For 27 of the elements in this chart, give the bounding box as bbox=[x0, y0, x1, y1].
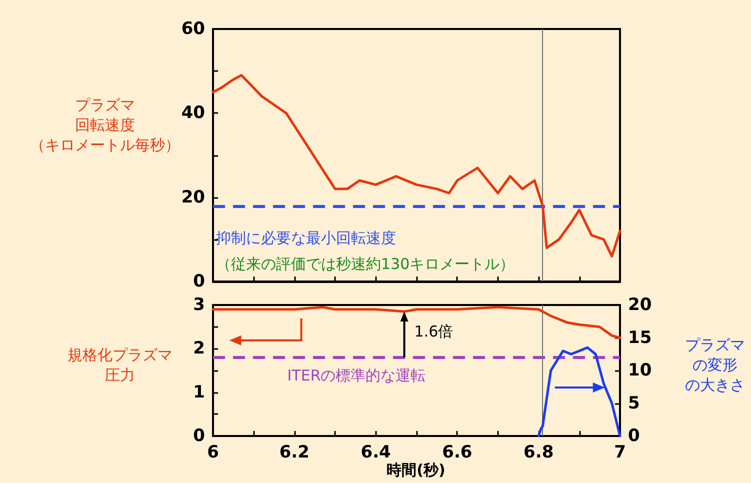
annotation: 1.6倍 bbox=[414, 322, 454, 341]
y-tick-label: 0 bbox=[193, 272, 206, 292]
x-tick-label: 6.8 bbox=[524, 442, 554, 462]
ref-line-label: ITERの標準的な運転 bbox=[287, 366, 426, 384]
x-tick-label: 6.6 bbox=[442, 442, 472, 462]
y2-tick-label: 0 bbox=[628, 426, 640, 446]
y2-tick-label: 5 bbox=[628, 393, 640, 414]
y2-axis-title: プラズマの変形の大きさ bbox=[685, 336, 745, 394]
x-axis-title: 時間(秒) bbox=[386, 461, 446, 479]
y2-tick-label: 15 bbox=[628, 328, 652, 348]
x-tick-label: 7 bbox=[614, 442, 626, 462]
y-axis-title: プラズマ回転速度（キロメートル毎秒） bbox=[30, 96, 180, 154]
annotation: （従来の評価では秒速約130キロメートル） bbox=[216, 254, 515, 273]
y-tick-label: 1 bbox=[193, 382, 205, 402]
y-tick-label: 40 bbox=[181, 103, 206, 124]
y-tick-label: 2 bbox=[193, 338, 205, 359]
y-tick-label: 0 bbox=[193, 426, 206, 446]
ref-line-label: 抑制に必要な最小回転速度 bbox=[216, 228, 396, 247]
x-tick-label: 6.2 bbox=[279, 442, 310, 462]
y-tick-label: 60 bbox=[181, 19, 206, 39]
y-tick-label: 3 bbox=[193, 295, 205, 315]
y-tick-label: 20 bbox=[181, 187, 206, 208]
x-tick-label: 6.4 bbox=[360, 442, 392, 462]
x-tick-label: 6 bbox=[207, 442, 219, 462]
y-axis-title: 規格化プラズマ圧力 bbox=[68, 346, 172, 384]
y2-tick-label: 20 bbox=[628, 295, 652, 315]
y2-tick-label: 10 bbox=[628, 360, 652, 380]
